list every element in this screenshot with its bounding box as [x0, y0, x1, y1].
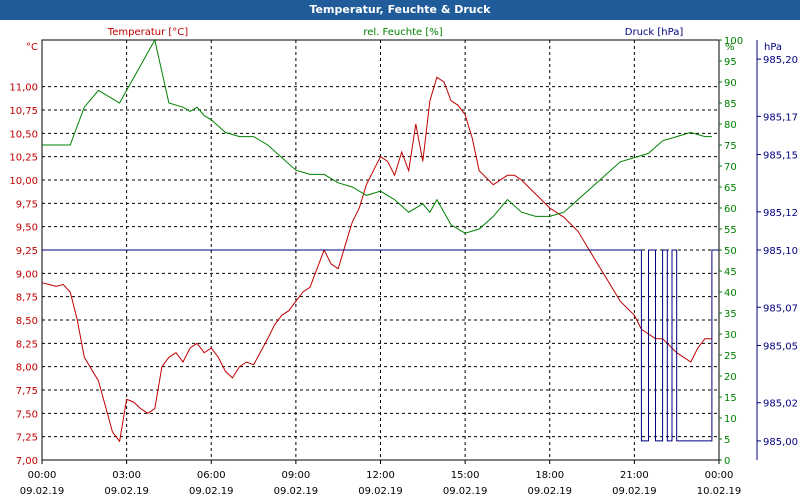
x-tick-label-date: 09.02.19: [527, 486, 572, 497]
x-tick-label-date: 09.02.19: [274, 486, 319, 497]
x-tick-label-date: 09.02.19: [443, 486, 488, 497]
legend-temperature: Temperatur [°C]: [107, 27, 188, 38]
pressure-tick-label: 985,10: [763, 246, 798, 257]
humidity-tick-label: 50: [724, 246, 737, 257]
temperature-tick-label: 7,00: [16, 456, 38, 467]
window-title: Temperatur, Feuchte & Druck: [0, 0, 800, 20]
humidity-tick-label: 70: [724, 162, 737, 173]
x-tick-label-time: 12:00: [366, 470, 395, 481]
pressure-tick-label: 985,15: [763, 151, 798, 162]
x-tick-label-date: 10.02.19: [697, 486, 742, 497]
humidity-tick-label: 45: [724, 267, 737, 278]
pressure-line: [42, 249, 719, 442]
x-tick-label-time: 00:00: [28, 470, 57, 481]
humidity-tick-label: 60: [724, 204, 737, 215]
x-tick-label-time: 18:00: [535, 470, 564, 481]
pressure-unit: hPa: [764, 42, 782, 53]
temperature-line: [41, 76, 712, 443]
humidity-unit: %: [725, 42, 735, 53]
temperature-tick-label: 10,25: [9, 153, 38, 164]
x-tick-label-date: 09.02.19: [189, 486, 234, 497]
x-tick-label-date: 09.02.19: [20, 486, 65, 497]
humidity-line: [42, 38, 712, 234]
x-tick-label-time: 03:00: [112, 470, 141, 481]
temperature-tick-label: 8,00: [16, 363, 38, 374]
x-tick-label-date: 09.02.19: [104, 486, 149, 497]
temperature-tick-label: 8,75: [16, 293, 38, 304]
temperature-tick-label: 7,25: [16, 433, 38, 444]
humidity-tick-label: 75: [724, 141, 737, 152]
temperature-tick-label: 9,50: [16, 223, 38, 234]
humidity-tick-label: 85: [724, 99, 737, 110]
humidity-tick-label: 95: [724, 57, 737, 68]
humidity-tick-label: 80: [724, 120, 737, 131]
temperature-tick-label: 10,00: [9, 176, 38, 187]
temperature-tick-label: 8,50: [16, 316, 38, 327]
humidity-tick-label: 0: [724, 456, 730, 467]
humidity-tick-label: 90: [724, 78, 737, 89]
pressure-tick-label: 985,20: [763, 55, 798, 66]
humidity-tick-label: 30: [724, 330, 737, 341]
pressure-tick-label: 985,17: [763, 112, 798, 123]
humidity-tick-label: 65: [724, 183, 737, 194]
x-tick-label-time: 09:00: [281, 470, 310, 481]
temperature-tick-label: 10,75: [9, 106, 38, 117]
humidity-tick-label: 10: [724, 414, 737, 425]
pressure-tick-label: 985,02: [763, 399, 798, 410]
x-tick-label-time: 00:00: [705, 470, 734, 481]
temperature-tick-label: 8,25: [16, 339, 38, 350]
temperature-tick-label: 9,00: [16, 269, 38, 280]
humidity-tick-label: 100: [724, 36, 743, 47]
legend-humidity: rel. Feuchte [%]: [363, 27, 442, 38]
plot-group: 00:00 09.02.19 03:00 09.02.19 06:00 09.02.19 0…: [9, 36, 798, 497]
humidity-tick-label: 5: [724, 435, 730, 446]
humidity-tick-label: 40: [724, 288, 737, 299]
temperature-unit: °C: [26, 42, 38, 53]
humidity-tick-label: 20: [724, 372, 737, 383]
pressure-tick-label: 985,05: [763, 341, 798, 352]
temperature-tick-label: 9,75: [16, 199, 38, 210]
temperature-tick-label: 7,75: [16, 386, 38, 397]
temperature-tick-label: 10,50: [9, 129, 38, 140]
humidity-tick-label: 15: [724, 393, 737, 404]
x-tick-label-time: 06:00: [197, 470, 226, 481]
legend-pressure: Druck [hPa]: [625, 27, 684, 38]
humidity-tick-label: 25: [724, 351, 737, 362]
pressure-tick-label: 985,12: [763, 208, 798, 219]
x-tick-label-date: 09.02.19: [358, 486, 403, 497]
chart-area: 00:00 09.02.19 03:00 09.02.19 06:00 09.02.19 0…: [9, 27, 798, 497]
temperature-tick-label: 7,50: [16, 409, 38, 420]
pressure-tick-label: 985,00: [763, 437, 798, 448]
humidity-tick-label: 55: [724, 225, 737, 236]
x-tick-label-time: 15:00: [451, 470, 480, 481]
temperature-tick-label: 9,25: [16, 246, 38, 257]
temperature-tick-label: 11,00: [9, 83, 38, 94]
humidity-tick-label: 35: [724, 309, 737, 320]
pressure-tick-label: 985,07: [763, 303, 798, 314]
x-tick-label-date: 09.02.19: [612, 486, 657, 497]
x-tick-label-time: 21:00: [620, 470, 649, 481]
